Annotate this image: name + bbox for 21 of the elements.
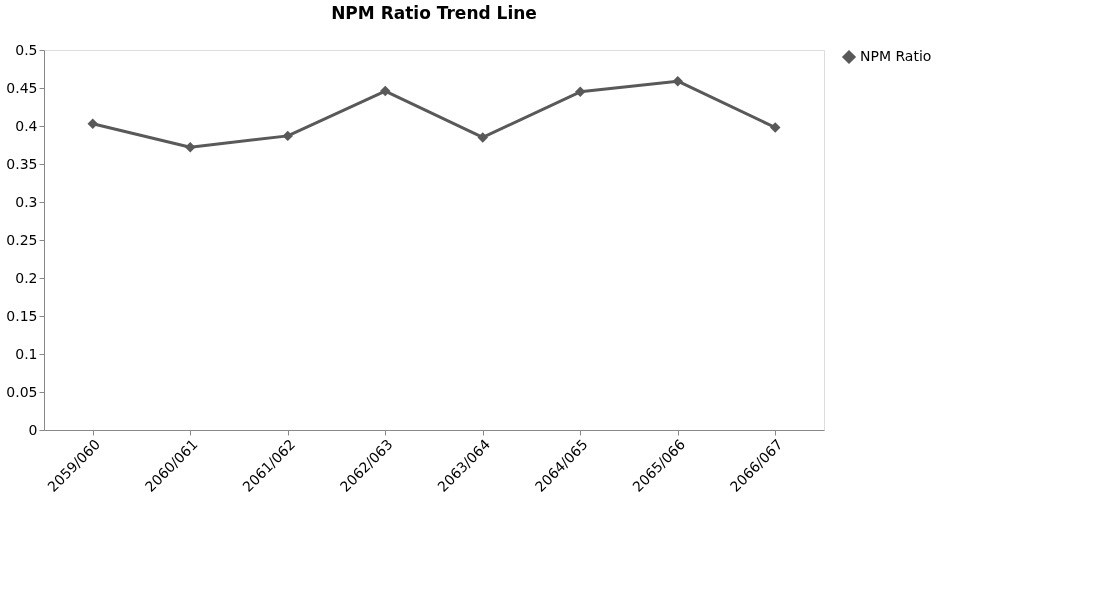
point [672,75,683,87]
point [477,132,488,143]
y-tick-label: 0.35 [6,155,38,172]
point [282,130,293,142]
y-tick-label: 0.05 [6,383,38,400]
y-tick-label: 0 [28,421,38,438]
y-tick-label: 0.1 [15,345,38,362]
y-tick-label: 0.25 [6,231,38,248]
y-tick-label: 0.4 [15,117,38,134]
legend-label: NPM Ratio [860,48,932,64]
y-tick-label: 0.45 [6,79,38,96]
chart-title: NPM Ratio Trend Line [331,3,537,23]
y-tick-label: 0.15 [6,307,38,324]
point [185,142,196,153]
point [87,118,98,129]
point [770,122,781,133]
y-tick-label: 0.5 [15,41,38,58]
y-tick-label: 0.2 [15,269,38,286]
point [380,85,391,97]
point [575,86,586,98]
y-tick-label: 0.3 [15,193,38,210]
